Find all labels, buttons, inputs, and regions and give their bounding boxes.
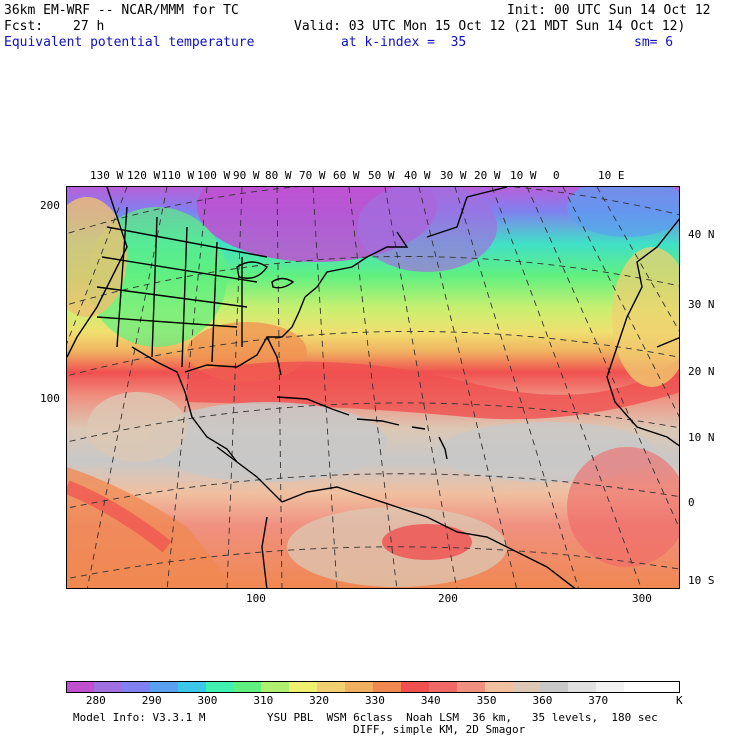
forecast-label: Fcst: [4,19,44,34]
colorbar-swatch [456,681,486,693]
latitude-label: 40 N [688,228,715,241]
longitude-label: 80 W [265,169,292,182]
longitude-label: 130 W [90,169,124,182]
latitude-label: 0 [688,496,695,509]
longitude-label: 110 W [161,169,195,182]
smoothing: sm= 6 [634,35,674,50]
colorbar-tick-label: 290 [141,694,162,707]
latitude-label: 10 N [688,431,715,444]
forecast-hours: 27 h [73,19,105,34]
grid-label-y100: 100 [40,392,60,405]
longitude-label: 30 W [440,169,467,182]
colorbar-tick-label: 300 [197,694,218,707]
grid-label-x300: 300 [632,592,652,605]
colorbar-border [66,681,680,693]
colorbar-tick-label: 320 [309,694,330,707]
longitude-label: 90 W [233,169,260,182]
colorbar-swatch [373,681,402,693]
colorbar-swatch [66,681,95,693]
longitude-label: 120 W [127,169,161,182]
colorbar-swatch [345,681,374,693]
colorbar-tick-label: 350 [476,694,497,707]
grid-label-y200: 200 [40,199,60,212]
colorbar-tick-label: 330 [365,694,385,707]
colorbar-swatch [568,681,597,693]
colorbar-unit: K [676,694,683,707]
colorbar-tick-label: 340 [420,694,441,707]
colorbar-tick-label: 370 [588,694,609,707]
longitude-label: 100 W [197,169,231,182]
diffusion-info: DIFF, simple KM, 2D Smagor [353,723,526,736]
grid-label-x200: 200 [438,592,458,605]
colorbar-swatch [484,681,514,693]
field-name: Equivalent potential temperature [4,35,255,50]
colorbar-swatch [540,681,569,693]
colorbar-swatch [317,681,346,693]
latitude-label: 30 N [688,298,715,311]
colorbar-tick-label: 360 [532,694,553,707]
colorbar-swatch [149,681,179,693]
colorbar-swatch [205,681,234,693]
longitude-label: 60 W [333,169,360,182]
map-graphic [67,187,679,588]
level-index: at k-index = 35 [341,35,467,50]
colorbar-swatch [93,681,123,693]
colorbar-swatch [596,681,625,693]
colorbar-tick-label: 280 [85,694,106,707]
longitude-label: 50 W [368,169,395,182]
colorbar-swatch [261,681,290,693]
colorbar-swatch [512,681,541,693]
colorbar-swatch [121,681,151,693]
colorbar-swatch [428,681,458,693]
colorbar-swatch [624,681,653,693]
theta-e-map [66,186,680,589]
colorbar-swatch [233,681,262,693]
colorbar-swatch [400,681,430,693]
valid-time: Valid: 03 UTC Mon 15 Oct 12 (21 MDT Sun … [294,19,686,34]
longitude-label: 40 W [404,169,431,182]
init-time: Init: 00 UTC Sun 14 Oct 12 [507,3,711,18]
longitude-label: 70 W [299,169,326,182]
colorbar-swatch [289,681,318,693]
latitude-label: 10 S [688,574,715,587]
grid-label-x100: 100 [246,592,266,605]
colorbar-tick-label: 310 [253,694,274,707]
longitude-label: 0 [553,169,560,182]
model-title: 36km EM-WRF -- NCAR/MMM for TC [4,3,239,18]
latitude-label: 20 N [688,365,715,378]
colorbar-swatch [652,681,681,693]
model-info: Model Info: V3.3.1 M [73,711,206,724]
longitude-label: 20 W [474,169,501,182]
longitude-label: 10 W [510,169,537,182]
colorbar [66,681,681,693]
colorbar-swatch [177,681,207,693]
longitude-label: 10 E [598,169,625,182]
physics-info: YSU PBL WSM 6class Noah LSM 36 km, 35 le… [267,711,658,724]
